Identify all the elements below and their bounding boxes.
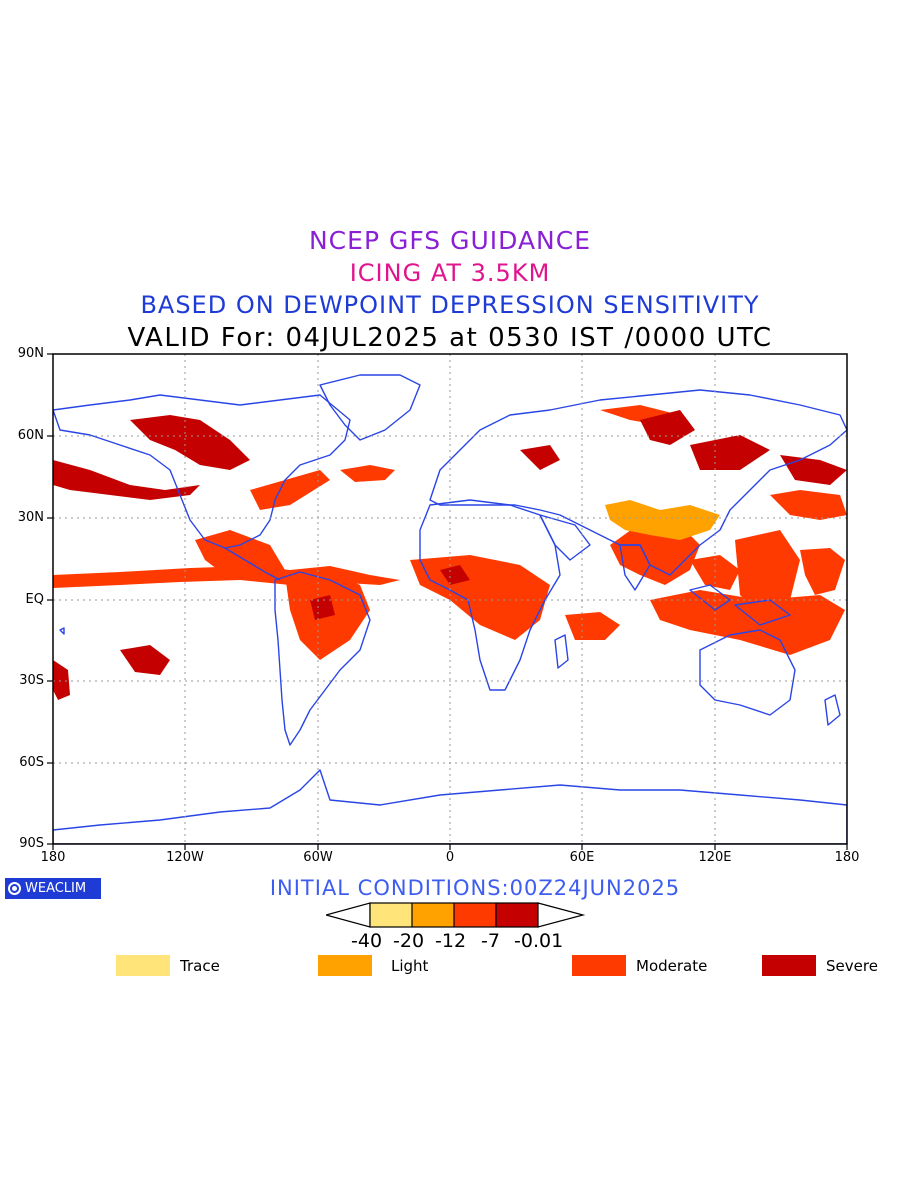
initial-conditions: INITIAL CONDITIONS:00Z24JUN2025 (269, 876, 681, 900)
colorbar (326, 902, 586, 928)
colorbar-label-5: -0.01 (514, 930, 564, 952)
icing-severe-areas (53, 410, 847, 700)
chart-subtitle-level: ICING AT 3.5KM (349, 259, 551, 287)
lat-label-60s: 60S (19, 755, 44, 770)
axis-ticks (47, 353, 848, 850)
lon-label-0: 0 (445, 850, 455, 865)
lat-label-eq: EQ (25, 592, 44, 607)
colorbar-trace (370, 903, 412, 927)
lon-label-60w: 60W (303, 850, 333, 865)
legend-label-light: Light (391, 957, 429, 975)
colorbar-high-arrow (537, 902, 586, 928)
chart-title: NCEP GFS GUIDANCE (308, 226, 591, 255)
legend-swatch-trace (116, 955, 170, 976)
colorbar-light (412, 903, 454, 927)
lat-label-60n: 60N (17, 428, 44, 443)
logo-text: WEACLIM (25, 881, 87, 896)
legend-swatch-severe (762, 955, 816, 976)
icing-moderate-areas (53, 405, 847, 660)
lat-label-90n: 90N (17, 346, 44, 361)
lat-label-30s: 30S (19, 673, 44, 688)
lat-label-30n: 30N (17, 510, 44, 525)
colorbar-severe (496, 903, 538, 927)
lon-label-180w: 180 (40, 850, 66, 865)
lon-label-120w: 120W (166, 850, 204, 865)
lat-label-90s: 90S (19, 836, 44, 851)
lon-label-60e: 60E (569, 850, 595, 865)
world-icing-map (47, 353, 848, 850)
coastlines (53, 374, 847, 844)
lat-lon-grid (53, 354, 847, 844)
lon-label-120e: 120E (698, 850, 732, 865)
colorbar-moderate (454, 903, 496, 927)
colorbar-label-2: -20 (393, 930, 425, 952)
icing-light-areas (605, 500, 720, 540)
colorbar-label-3: -12 (435, 930, 467, 952)
legend-swatch-light (318, 955, 372, 976)
colorbar-label-4: -7 (481, 930, 500, 952)
legend-label-trace: Trace (180, 957, 220, 975)
weaclim-logo: WEACLIM (5, 878, 101, 899)
chart-subtitle-method: BASED ON DEWPOINT DEPRESSION SENSITIVITY (140, 291, 760, 319)
weaclim-ring-icon (8, 882, 21, 895)
legend-swatch-moderate (572, 955, 626, 976)
valid-time: VALID For: 04JUL2025 at 0530 IST /0000 U… (127, 323, 773, 353)
lon-label-180e: 180 (834, 850, 860, 865)
colorbar-low-arrow (326, 902, 371, 928)
legend-label-severe: Severe (826, 957, 878, 975)
legend-label-moderate: Moderate (636, 957, 708, 975)
colorbar-label-1: -40 (351, 930, 383, 952)
